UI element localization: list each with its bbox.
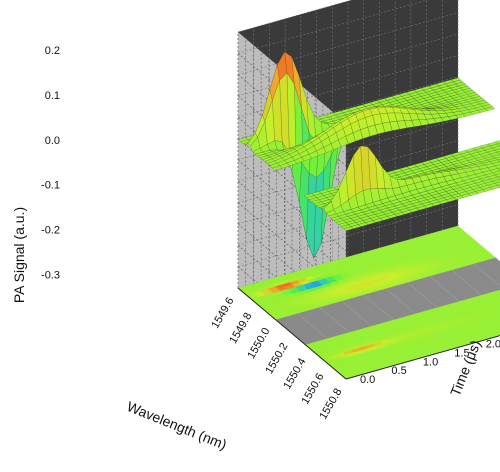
floor-grid-line bbox=[429, 276, 460, 302]
x-tick-label: 1550.0 bbox=[245, 326, 272, 361]
floor-cell bbox=[496, 298, 500, 303]
x-tick-label: 1550.6 bbox=[299, 371, 326, 406]
y-tick-label: 0.0 bbox=[360, 374, 375, 386]
floor-grid-line bbox=[385, 288, 416, 315]
z-tick-label: -0.1 bbox=[41, 180, 60, 192]
y-tick-label: 1.0 bbox=[423, 356, 438, 368]
z-tick-label: 0.0 bbox=[45, 135, 60, 147]
z-tick-label: -0.3 bbox=[41, 270, 60, 282]
floor-cell bbox=[493, 286, 500, 292]
floor-grid-line bbox=[341, 301, 372, 327]
floor-cell bbox=[496, 265, 500, 270]
surface-facet bbox=[272, 165, 283, 171]
surface-facet bbox=[343, 226, 354, 231]
floor-cell bbox=[489, 333, 500, 338]
z-axis-label: PA Signal (a.u.) bbox=[11, 207, 27, 303]
floor-cell bbox=[496, 323, 500, 327]
floor-cell bbox=[490, 317, 500, 323]
y-tick-label: 0.5 bbox=[391, 365, 406, 377]
floor-cell bbox=[496, 274, 500, 279]
x-tick-label: 1550.2 bbox=[263, 341, 290, 376]
y-tick-label: 2.0 bbox=[486, 339, 500, 351]
y-axis-line bbox=[345, 335, 500, 380]
floor-contour-map bbox=[237, 225, 500, 380]
z-tick-label: -0.2 bbox=[41, 225, 60, 237]
floor-cell bbox=[490, 259, 500, 265]
floor-grid-line bbox=[363, 294, 394, 321]
wall-grid-line bbox=[237, 159, 347, 252]
z-tick-label: 0.1 bbox=[45, 90, 60, 102]
floor-cell bbox=[494, 329, 500, 334]
floor-cell bbox=[495, 289, 500, 294]
surface-mesh bbox=[237, 51, 500, 259]
floor-cell bbox=[491, 302, 500, 307]
floor-cell bbox=[496, 332, 500, 336]
chart-axes bbox=[237, 287, 500, 380]
x-axis-line bbox=[237, 287, 347, 380]
x-axis-label: Wavelength (nm) bbox=[125, 398, 229, 453]
z-tick-label: 0.2 bbox=[45, 45, 60, 57]
floor-cell bbox=[493, 295, 500, 301]
floor-grid-line bbox=[407, 282, 438, 308]
y-tick-label: 1.5 bbox=[454, 347, 469, 359]
floor-grid-line bbox=[473, 263, 500, 287]
x-tick-label: 1549.8 bbox=[227, 311, 254, 346]
floor-cell bbox=[490, 284, 500, 290]
floor-cell bbox=[493, 320, 500, 325]
x-tick-label: 1550.8 bbox=[317, 387, 344, 422]
wall-grid-line bbox=[237, 31, 347, 124]
floor-grid-line bbox=[319, 307, 350, 333]
floor-cell bbox=[489, 308, 500, 314]
x-tick-label: 1549.6 bbox=[209, 296, 236, 331]
floor-cell bbox=[492, 311, 500, 316]
floor-cell bbox=[495, 314, 500, 319]
x-tick-label: 1550.4 bbox=[281, 356, 308, 391]
floor-grid-line bbox=[451, 270, 482, 296]
floor-cell bbox=[493, 262, 500, 267]
floor-grid-line bbox=[297, 313, 328, 339]
wall-grid-line bbox=[237, 181, 347, 273]
